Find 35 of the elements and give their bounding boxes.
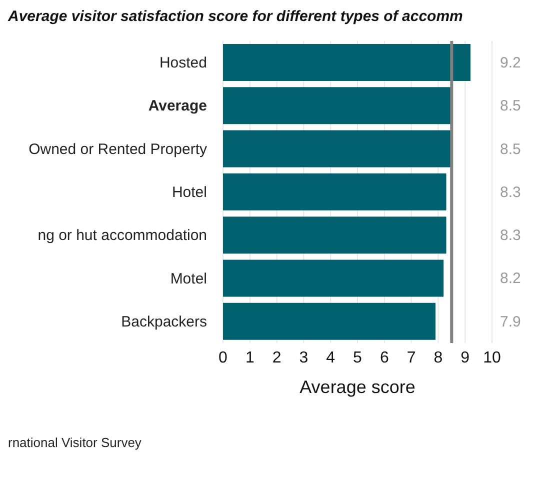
- chart-title: Average visitor satisfaction score for different types of accomm: [8, 8, 464, 25]
- x-tick-label: 1: [245, 349, 254, 366]
- y-tick-label: Hosted: [159, 54, 207, 72]
- x-tick-label: 6: [380, 349, 389, 366]
- x-axis-title: Average score: [300, 377, 416, 397]
- x-tick-label: 3: [299, 349, 308, 366]
- y-tick-label: Average: [148, 98, 207, 115]
- data-label: 8.5: [500, 140, 521, 158]
- y-tick-label: ng or hut accommodation: [38, 227, 207, 244]
- x-tick-label: 10: [483, 349, 501, 366]
- x-tick-label: 8: [434, 349, 443, 366]
- data-label: 8.2: [500, 270, 521, 288]
- bar: [223, 302, 436, 340]
- data-label: 8.3: [500, 227, 521, 244]
- data-label: 7.9: [500, 313, 521, 330]
- x-tick-label: 7: [406, 349, 416, 366]
- x-tick-label: 2: [272, 349, 282, 366]
- bar: [223, 260, 444, 297]
- y-tick-label: Hotel: [172, 184, 207, 201]
- x-tick-label: 5: [353, 349, 362, 366]
- bar: [223, 130, 452, 168]
- y-tick-label: Motel: [170, 270, 207, 288]
- data-label: 8.3: [500, 184, 521, 201]
- bar: [223, 44, 470, 81]
- text: rnational Visitor Survey: [8, 435, 142, 450]
- y-tick-label: Owned or Rented Property: [28, 140, 208, 158]
- x-tick-label: 4: [326, 349, 336, 366]
- bar: [223, 173, 446, 210]
- data-label: 8.5: [500, 98, 521, 115]
- x-tick-label: 9: [460, 349, 470, 366]
- data-label: 9.2: [500, 54, 521, 72]
- bar: [223, 87, 452, 124]
- y-tick-label: Backpackers: [121, 313, 207, 330]
- bar: [223, 216, 446, 254]
- x-tick-label: 0: [218, 349, 228, 366]
